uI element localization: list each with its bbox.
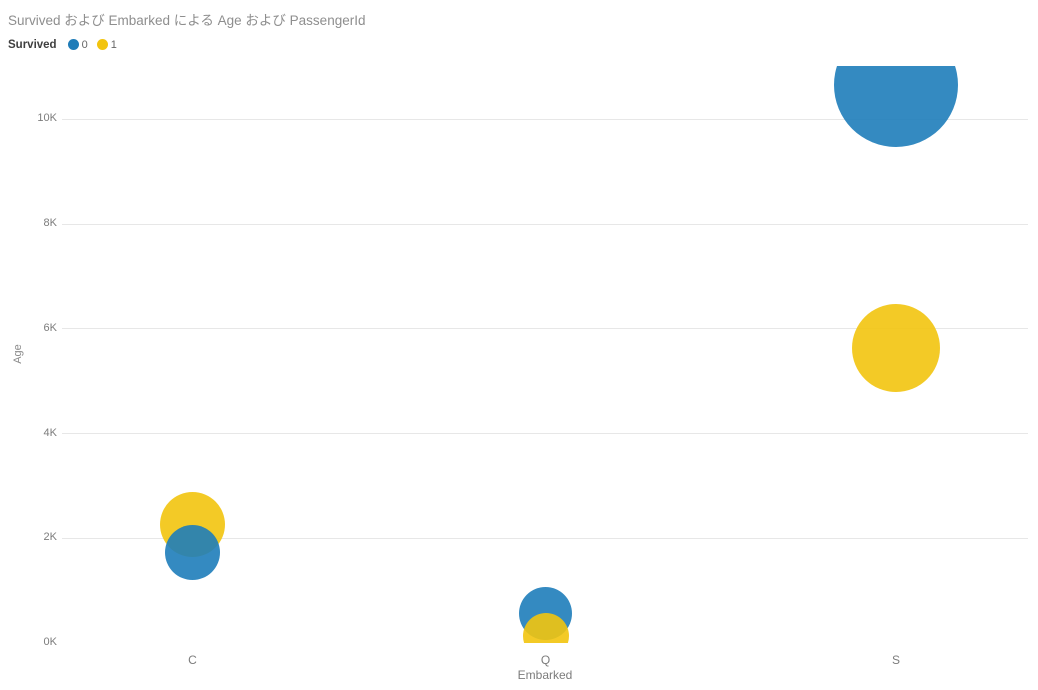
bubble-embarked-C-survived-0[interactable] xyxy=(165,525,220,581)
legend-dot-icon xyxy=(67,39,79,50)
legend: Survived 0 1 xyxy=(8,37,126,52)
legend-dot-icon xyxy=(96,39,108,50)
x-tick-label-Q: Q xyxy=(540,653,551,667)
gridline-2K xyxy=(62,537,1028,539)
bubble-embarked-Q-survived-1[interactable] xyxy=(522,613,569,643)
legend-item-label: 1 xyxy=(110,38,117,51)
plot-area xyxy=(62,66,1028,643)
bubble-embarked-S-survived-1[interactable] xyxy=(852,304,940,393)
gridline-10K xyxy=(62,118,1028,120)
bubble-embarked-S-survived-0[interactable] xyxy=(834,66,958,148)
y-tick-label-10K: 10K xyxy=(37,112,57,125)
legend-title: Survived xyxy=(8,38,57,51)
gridline-8K xyxy=(62,223,1028,225)
x-tick-label-C: C xyxy=(188,653,197,667)
y-tick-label-6K: 6K xyxy=(43,321,57,334)
legend-item-survived-1[interactable]: 1 xyxy=(96,38,117,51)
x-axis-title: Embarked xyxy=(517,668,573,682)
gridline-6K xyxy=(62,328,1028,330)
y-tick-label-8K: 8K xyxy=(43,217,57,229)
x-tick-label-S: S xyxy=(891,653,901,667)
chart-title: Survived および Embarked による Age および Passen… xyxy=(8,13,366,28)
legend-item-survived-0[interactable]: 0 xyxy=(67,38,88,51)
y-tick-label-4K: 4K xyxy=(43,426,57,439)
y-tick-label-2K: 2K xyxy=(43,531,57,544)
legend-item-label: 0 xyxy=(81,38,88,51)
gridline-4K xyxy=(62,433,1028,434)
y-tick-label-0K: 0K xyxy=(43,636,57,648)
